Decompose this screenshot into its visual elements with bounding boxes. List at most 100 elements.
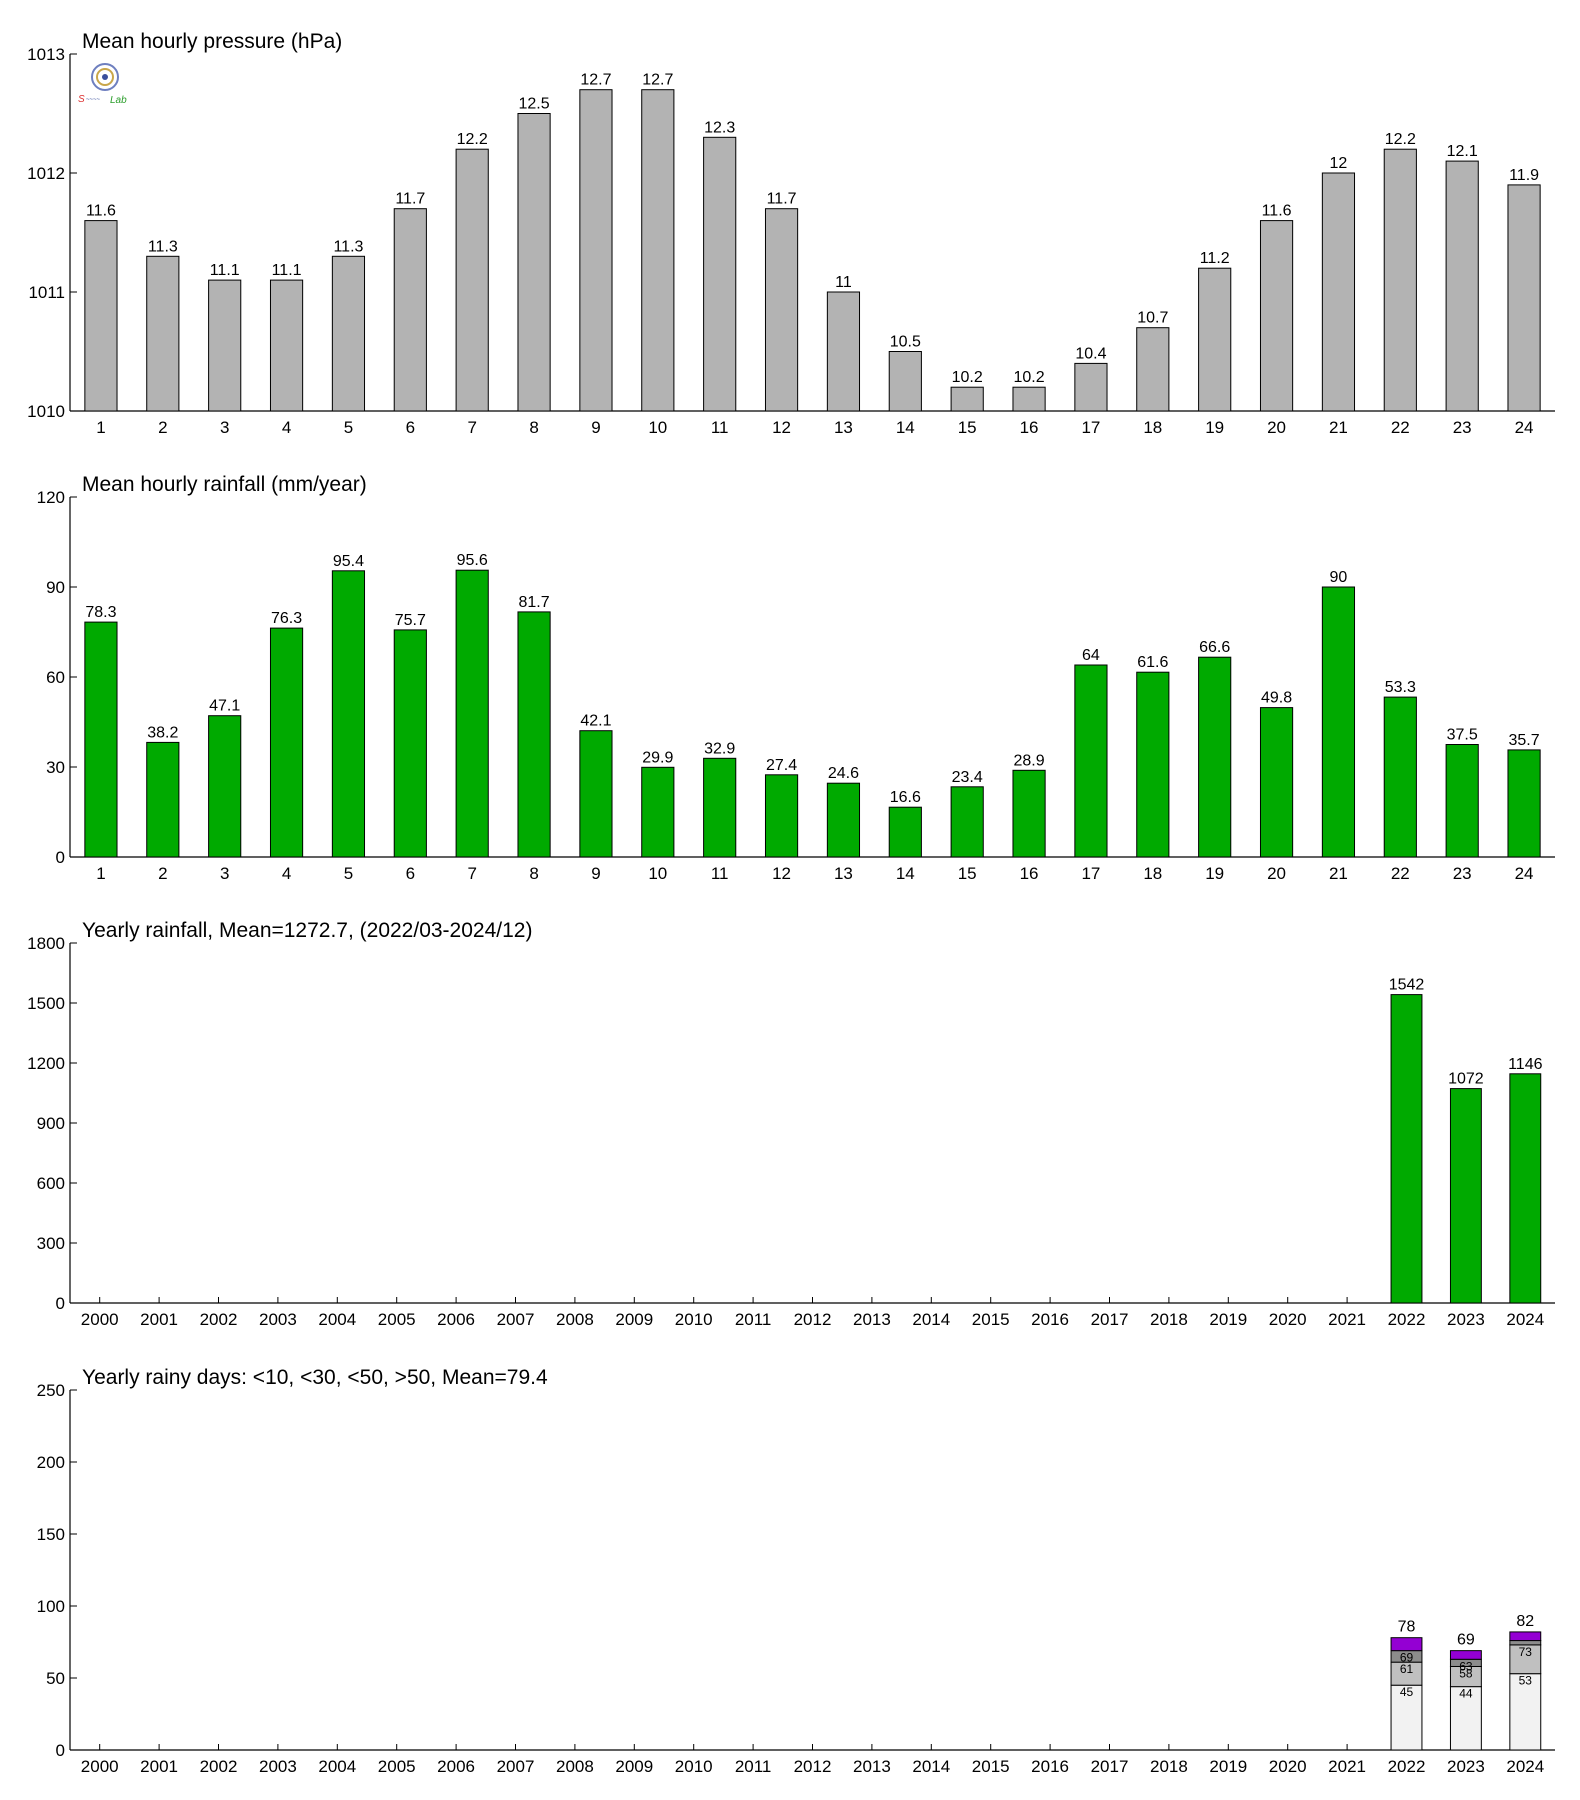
bar-value-label: 11.9 — [1509, 167, 1539, 184]
segment-value-label: 53 — [1519, 1674, 1533, 1688]
bar-value-label: 16.6 — [890, 789, 921, 806]
x-tick-label: 2022 — [1388, 1757, 1426, 1776]
x-tick-label: 2 — [158, 418, 167, 437]
x-tick-label: 2016 — [1031, 1757, 1069, 1776]
x-tick-label: 12 — [772, 418, 791, 437]
y-tick-label: 0 — [56, 1741, 65, 1760]
bar — [393, 629, 427, 858]
x-tick-label: 16 — [1020, 864, 1039, 883]
x-tick-label: 8 — [529, 864, 538, 883]
chart-panel-3: Yearly rainfall, Mean=1272.7, (2022/03-2… — [27, 919, 1555, 1329]
chart-panel-2: Mean hourly rainfall (mm/year)0306090120… — [37, 473, 1555, 883]
x-tick-label: 2002 — [200, 1310, 238, 1329]
bar — [1198, 267, 1232, 412]
y-tick-label: 300 — [37, 1234, 65, 1253]
x-tick-label: 3 — [220, 418, 229, 437]
bar — [1507, 749, 1541, 858]
bar-total-label: 78 — [1398, 1619, 1416, 1636]
x-tick-label: 2007 — [497, 1310, 535, 1329]
segment-value-label: 63 — [1459, 1659, 1473, 1673]
x-tick-label: 2009 — [615, 1310, 653, 1329]
bar — [1445, 744, 1479, 858]
bar-value-label: 12.7 — [642, 72, 673, 89]
y-tick-label: 60 — [46, 668, 65, 687]
bar — [641, 766, 675, 858]
bar-value-label: 78.3 — [85, 604, 116, 621]
bar — [84, 220, 118, 412]
bar — [331, 570, 366, 858]
bar-value-label: 75.7 — [395, 612, 426, 629]
x-tick-label: 11 — [711, 864, 729, 883]
bar-value-label: 12.2 — [1385, 131, 1416, 148]
x-tick-label: 14 — [896, 418, 915, 437]
x-tick-label: 2022 — [1388, 1310, 1426, 1329]
bar — [1449, 1088, 1482, 1304]
y-tick-label: 1010 — [27, 402, 65, 421]
x-tick-label: 2015 — [972, 1310, 1010, 1329]
x-tick-label: 2021 — [1328, 1757, 1366, 1776]
y-tick-label: 1013 — [27, 45, 65, 64]
bar-value-label: 64 — [1082, 647, 1100, 664]
x-tick-label: 19 — [1205, 418, 1224, 437]
x-tick-label: 2024 — [1506, 1310, 1544, 1329]
bar-value-label: 38.2 — [147, 724, 178, 741]
y-tick-label: 200 — [37, 1453, 65, 1472]
bar-value-label: 11.2 — [1200, 250, 1230, 267]
y-tick-label: 0 — [56, 848, 65, 867]
x-tick-label: 1 — [96, 418, 105, 437]
bar — [950, 386, 984, 412]
x-tick-label: 24 — [1515, 864, 1534, 883]
bar — [888, 806, 922, 858]
x-tick-label: 2009 — [615, 1757, 653, 1776]
bar — [269, 627, 304, 858]
x-tick-label: 2008 — [556, 1310, 594, 1329]
bar-value-label: 12 — [1330, 155, 1348, 172]
y-tick-label: 1012 — [27, 164, 65, 183]
bar-value-label: 11 — [835, 274, 852, 291]
x-tick-label: 2002 — [200, 1757, 238, 1776]
x-tick-label: 2011 — [735, 1757, 772, 1776]
x-tick-label: 2000 — [81, 1310, 119, 1329]
bar — [1390, 994, 1423, 1304]
bar — [764, 208, 799, 412]
x-tick-label: 11 — [711, 418, 729, 437]
x-tick-label: 2003 — [259, 1310, 297, 1329]
bar — [517, 113, 551, 412]
bar-value-label: 81.7 — [518, 594, 549, 611]
bar-value-label: 66.6 — [1199, 639, 1230, 656]
bar — [1383, 696, 1417, 858]
bar-value-label: 95.6 — [457, 552, 488, 569]
bar-value-label: 11.7 — [395, 191, 425, 208]
x-tick-label: 10 — [648, 418, 667, 437]
bar — [579, 730, 613, 858]
segment-value-label: 69 — [1400, 1651, 1414, 1665]
x-tick-label: 2020 — [1269, 1757, 1307, 1776]
x-tick-label: 2023 — [1447, 1757, 1485, 1776]
bar-value-label: 12.7 — [580, 72, 611, 89]
x-tick-label: 6 — [406, 418, 415, 437]
x-tick-label: 20 — [1267, 864, 1286, 883]
bar — [1507, 184, 1541, 412]
x-tick-label: 2020 — [1269, 1310, 1307, 1329]
bar — [579, 89, 613, 412]
bar-value-label: 11.3 — [333, 238, 363, 255]
bar-value-label: 12.5 — [518, 96, 549, 113]
bar-value-label: 12.1 — [1447, 143, 1478, 160]
bar-total-label: 69 — [1457, 1632, 1475, 1649]
x-tick-label: 2012 — [794, 1757, 832, 1776]
x-tick-label: 2005 — [378, 1310, 416, 1329]
bar — [1074, 664, 1108, 858]
bar — [703, 136, 737, 412]
bar — [826, 782, 861, 858]
bar-value-label: 10.2 — [952, 369, 983, 386]
bar — [1136, 671, 1170, 858]
bar — [1012, 769, 1046, 858]
x-tick-label: 2001 — [140, 1757, 178, 1776]
x-tick-label: 2019 — [1209, 1310, 1247, 1329]
bar — [1012, 386, 1046, 412]
x-tick-label: 2 — [158, 864, 167, 883]
bar-value-label: 23.4 — [952, 769, 983, 786]
bar-value-label: 11.6 — [1262, 203, 1292, 220]
x-tick-label: 2006 — [437, 1310, 475, 1329]
